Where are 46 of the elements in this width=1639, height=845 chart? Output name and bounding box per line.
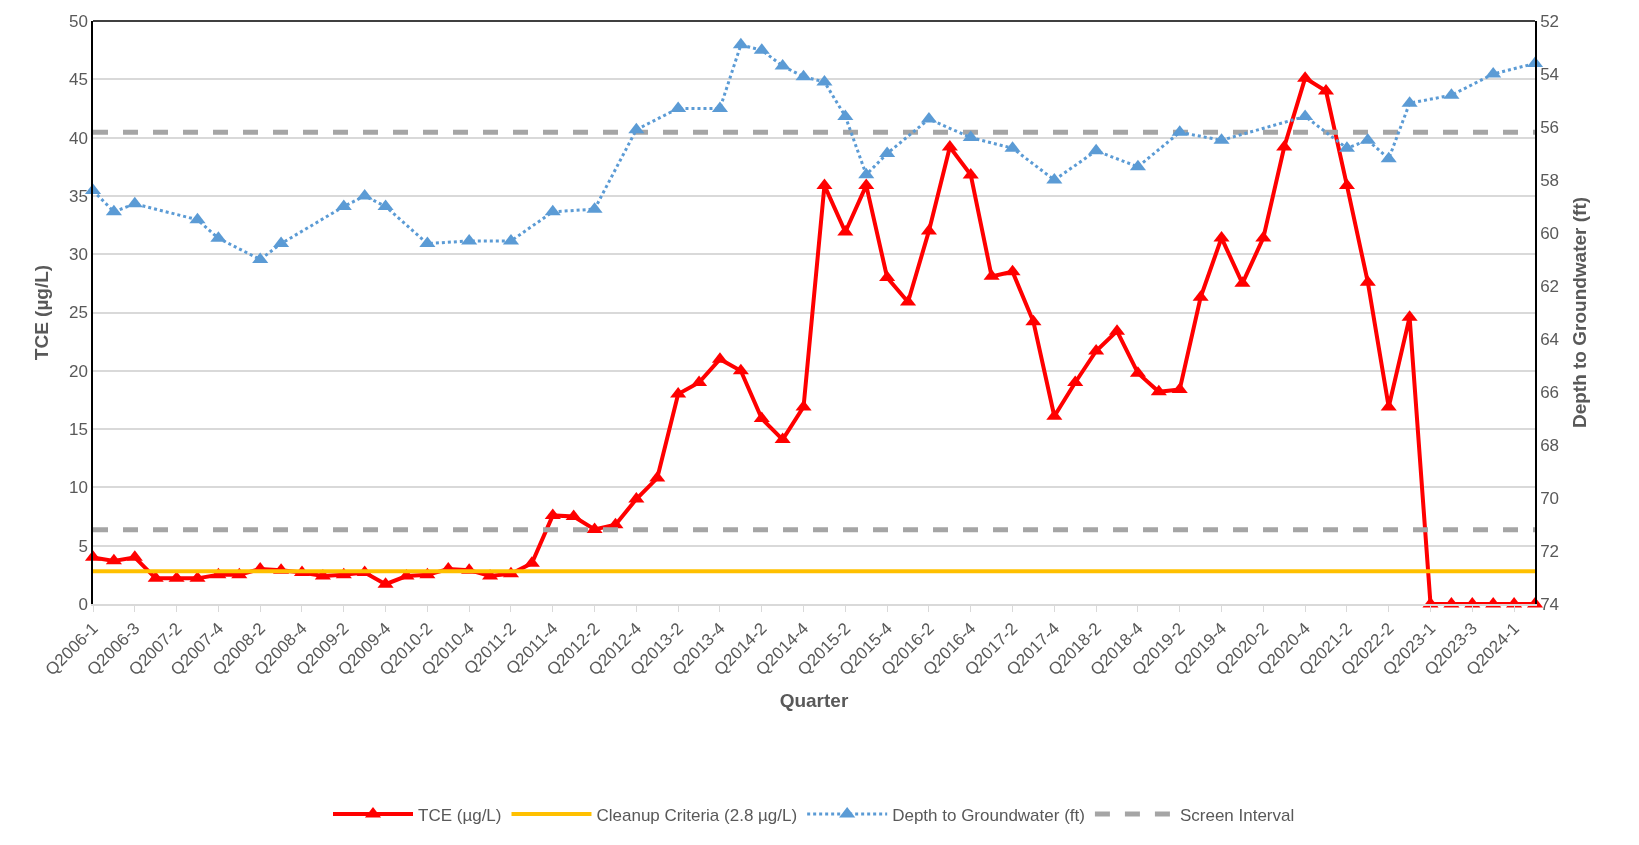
point — [816, 74, 833, 86]
y2-tick-label: 62 — [1540, 276, 1560, 296]
y-tick-label: 20 — [68, 361, 88, 381]
point — [795, 69, 812, 81]
y-tick-label: 10 — [68, 478, 88, 498]
point — [1088, 143, 1105, 155]
y2-tick-label: 72 — [1540, 541, 1560, 561]
y-tick-label: 40 — [68, 128, 88, 148]
point — [189, 212, 206, 224]
point — [461, 233, 478, 245]
y2-tick-label: 70 — [1540, 488, 1560, 508]
y2-tick-label: 60 — [1540, 223, 1560, 243]
point — [544, 204, 561, 216]
point — [732, 37, 749, 49]
y-tick-label: 15 — [68, 420, 88, 440]
y2-tick-label: 74 — [1540, 594, 1560, 614]
point — [1380, 151, 1397, 163]
y-tick-label: 0 — [78, 594, 88, 614]
point — [356, 188, 373, 200]
y-tick-label: 30 — [68, 245, 88, 265]
y-axis-title: TCE (µg/L) — [31, 264, 53, 361]
y-tick-label: 45 — [68, 70, 88, 90]
point — [126, 196, 143, 208]
point — [105, 204, 122, 216]
y2-tick-label: 64 — [1540, 329, 1560, 349]
y-tick-label: 25 — [68, 303, 88, 323]
x-axis-title: Quarter — [779, 689, 849, 711]
y2-tick-label: 54 — [1540, 64, 1560, 84]
y2-tick-label: 66 — [1540, 382, 1560, 402]
legend-label: Screen Interval — [1179, 805, 1295, 825]
point — [419, 236, 436, 248]
legend-label: Cleanup Criteria (2.8 µg/L) — [596, 805, 798, 825]
y2-tick-label: 52 — [1540, 11, 1560, 31]
y2-tick-label: 68 — [1540, 435, 1560, 455]
legend-label: TCE (µg/L) — [418, 805, 502, 825]
point — [962, 130, 979, 142]
point — [273, 236, 290, 248]
point — [628, 122, 645, 134]
y2-tick-label: 56 — [1540, 117, 1560, 137]
y2-tick-label: 58 — [1540, 170, 1560, 190]
legend-label: Depth to Groundwater (ft) — [892, 805, 1085, 825]
y-tick-label: 35 — [68, 186, 88, 206]
y-tick-label: 5 — [78, 536, 88, 556]
y-tick-label: 50 — [68, 11, 88, 31]
y2-axis-title: Depth to Groundwater (ft) — [1569, 196, 1591, 429]
point — [858, 167, 875, 179]
